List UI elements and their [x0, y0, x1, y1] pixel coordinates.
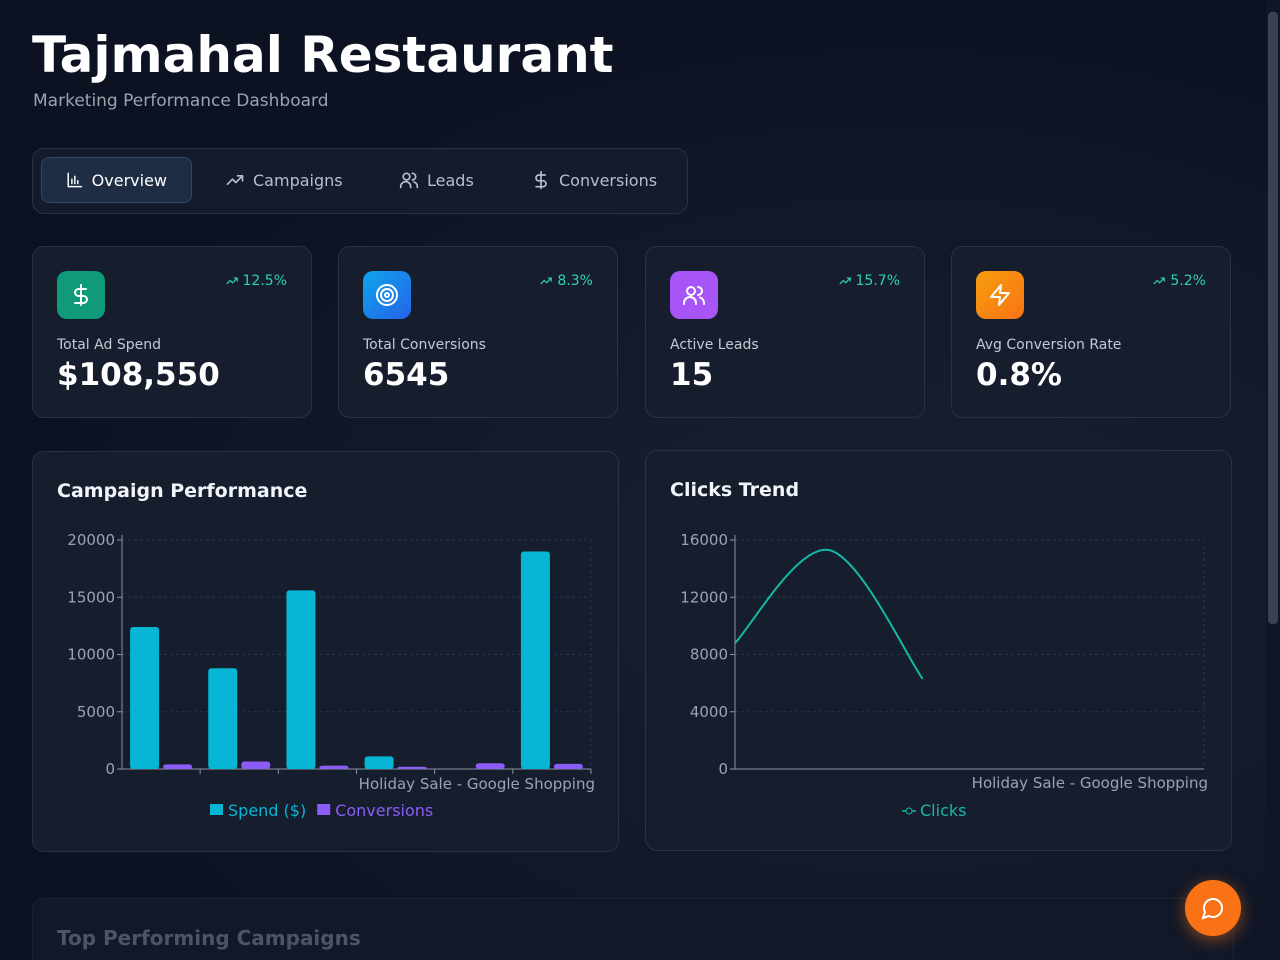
tab-conversions[interactable]: Conversions — [507, 157, 681, 203]
y-tick-label: 8000 — [690, 646, 728, 664]
y-tick-label: 16000 — [680, 531, 728, 549]
y-tick-label: 12000 — [680, 588, 728, 606]
section-title: Top Performing Campaigns — [57, 926, 361, 950]
bar — [163, 764, 193, 769]
legend-swatch — [317, 804, 331, 815]
stat-change: 15.7% — [838, 273, 900, 289]
legend-label: Clicks — [920, 801, 966, 820]
stat-card: 5.2% Avg Conversion Rate 0.8% — [951, 246, 1231, 418]
tab-bar: Overview Campaigns Leads Conversions — [32, 148, 688, 214]
section-card: Top Performing Campaigns — [32, 898, 1234, 960]
stat-value: 6545 — [363, 357, 450, 393]
tab-leads[interactable]: Leads — [375, 157, 498, 203]
tab-label: Leads — [427, 170, 474, 190]
tab-label: Campaigns — [253, 170, 343, 190]
chart: Campaign Performance 0 5000 10000 15000 20000… — [57, 480, 595, 820]
scrollbar-thumb[interactable] — [1268, 12, 1278, 624]
bar — [241, 761, 271, 769]
tab-overview[interactable]: Overview — [41, 157, 192, 203]
legend-label: Conversions — [335, 801, 433, 820]
tab-label: Overview — [91, 170, 167, 190]
y-tick-label: 5000 — [77, 703, 115, 721]
stat-label: Active Leads — [670, 337, 759, 353]
tab-label: Conversions — [559, 170, 658, 190]
bar — [208, 668, 238, 769]
chart: Clicks Trend 0 4000 8000 12000 16000 Holiday S… — [670, 479, 1208, 820]
y-tick-label: 4000 — [690, 703, 728, 721]
stat-card: 15.7% Active Leads 15 — [645, 246, 925, 418]
chart-title: Campaign Performance — [57, 480, 307, 502]
legend-label: Spend ($) — [228, 801, 306, 820]
stat-change: 8.3% — [539, 273, 593, 289]
bar — [553, 763, 583, 769]
chat-button[interactable] — [1185, 880, 1241, 936]
stat-label: Avg Conversion Rate — [976, 337, 1122, 353]
stat-change: 5.2% — [1152, 273, 1206, 289]
legend-swatch — [210, 804, 223, 815]
bar — [364, 756, 394, 769]
change-text: 12.5% — [242, 273, 287, 289]
bar — [475, 763, 505, 769]
change-text: 8.3% — [557, 273, 593, 289]
stat-icon — [976, 271, 1024, 319]
bar — [319, 765, 349, 769]
stat-value: 15 — [670, 357, 714, 393]
stat-value: $108,550 — [57, 357, 220, 393]
chat-icon — [1201, 898, 1223, 920]
bar — [130, 627, 160, 769]
x-tick-label: Holiday Sale - Google Shopping — [359, 775, 595, 793]
stat-change: 12.5% — [225, 273, 287, 289]
x-tick-label: Holiday Sale - Google Shopping — [972, 774, 1208, 792]
change-text: 15.7% — [855, 273, 900, 289]
stat-icon — [57, 271, 105, 319]
chart-panel: Campaign Performance 0 5000 10000 15000 20000… — [32, 451, 619, 852]
stat-card: 12.5% Total Ad Spend $108,550 — [32, 246, 312, 418]
y-tick-label: 0 — [718, 760, 728, 778]
y-tick-label: 0 — [105, 760, 115, 778]
stat-card: 8.3% Total Conversions 6545 — [338, 246, 618, 418]
line-series — [734, 549, 924, 680]
stat-icon — [363, 271, 411, 319]
chart-panel: Clicks Trend 0 4000 8000 12000 16000 Holiday S… — [645, 450, 1232, 851]
chart-title: Clicks Trend — [670, 479, 799, 501]
stat-icon — [670, 271, 718, 319]
bar — [397, 766, 427, 769]
legend-dot — [905, 807, 913, 815]
y-tick-label: 20000 — [67, 531, 115, 549]
stat-value: 0.8% — [976, 357, 1062, 393]
y-tick-label: 10000 — [67, 646, 115, 664]
y-tick-label: 15000 — [67, 588, 115, 606]
page-subtitle: Marketing Performance Dashboard — [33, 91, 329, 111]
stat-label: Total Conversions — [363, 337, 486, 353]
stat-label: Total Ad Spend — [57, 337, 161, 353]
bar — [520, 551, 550, 769]
bar — [286, 590, 316, 769]
tab-campaigns[interactable]: Campaigns — [201, 157, 367, 203]
change-text: 5.2% — [1170, 273, 1206, 289]
page-title: Tajmahal Restaurant — [32, 26, 614, 84]
